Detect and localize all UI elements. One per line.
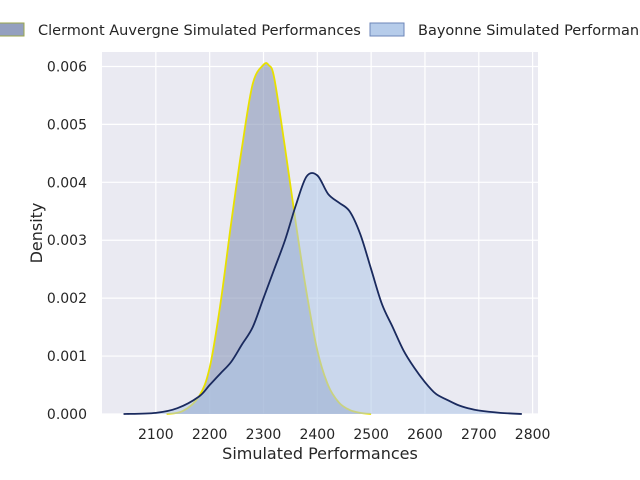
- x-tick-label: 2100: [138, 427, 174, 443]
- x-tick-label: 2700: [461, 427, 497, 443]
- series-layer: [123, 62, 522, 415]
- bayonne-density-area: [123, 172, 522, 414]
- legend: Clermont Auvergne Simulated Performances…: [0, 22, 640, 39]
- y-tick-label: 0.003: [47, 233, 87, 249]
- y-tick-labels: 0.000 0.001 0.002 0.003 0.004 0.005 0.006: [47, 59, 87, 423]
- x-tick-labels: 2100 2200 2300 2400 2500 2600 2700 2800: [138, 427, 550, 443]
- y-tick-label: 0.002: [47, 291, 87, 307]
- x-tick-label: 2400: [299, 427, 335, 443]
- x-tick-label: 2300: [246, 427, 282, 443]
- x-tick-label: 2200: [192, 427, 228, 443]
- y-tick-label: 0.000: [47, 407, 87, 423]
- x-tick-label: 2800: [515, 427, 551, 443]
- legend-swatch-bayonne: [369, 22, 405, 37]
- y-tick-label: 0.001: [47, 349, 87, 365]
- legend-swatch-clermont: [0, 22, 25, 37]
- x-tick-label: 2500: [353, 427, 389, 443]
- legend-label-clermont: Clermont Auvergne Simulated Performances: [38, 23, 361, 39]
- y-axis-label: Density: [27, 203, 46, 264]
- bayonne-density-line: [123, 172, 522, 415]
- x-axis-label: Simulated Performances: [222, 444, 418, 463]
- legend-label-bayonne: Bayonne Simulated Performances: [418, 23, 640, 39]
- y-tick-label: 0.004: [47, 175, 87, 191]
- x-tick-label: 2600: [407, 427, 443, 443]
- y-tick-label: 0.006: [47, 59, 87, 75]
- y-tick-label: 0.005: [47, 117, 87, 133]
